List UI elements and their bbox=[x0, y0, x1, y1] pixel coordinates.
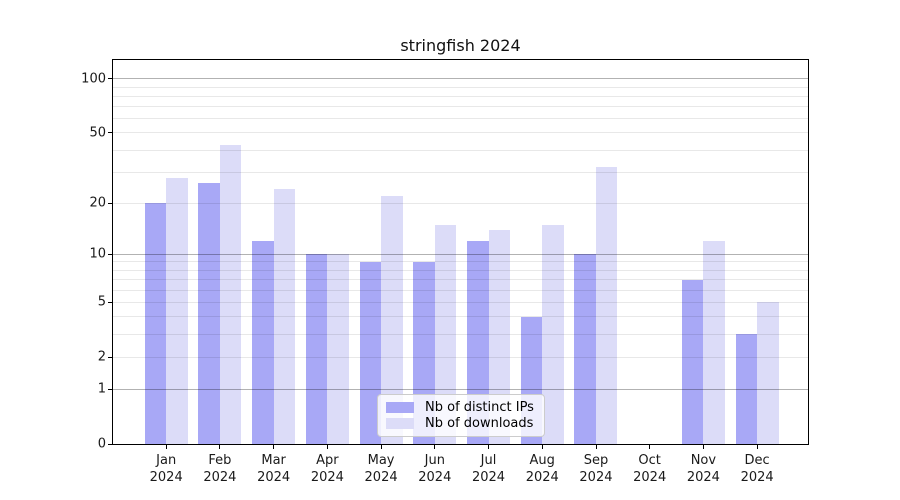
gridline-minor-20 bbox=[113, 202, 808, 204]
bar-nb-of-distinct-ips-sep-2024 bbox=[574, 254, 596, 444]
x-tick-label-may-2024: May 2024 bbox=[364, 453, 398, 485]
x-tick-mark-jan-2024 bbox=[165, 445, 167, 449]
x-tick-label-jan-2024: Jan 2024 bbox=[149, 453, 183, 485]
gridline-minor-50 bbox=[113, 132, 808, 134]
gridline-minor-3 bbox=[113, 333, 808, 335]
x-tick-label-nov-2024: Nov 2024 bbox=[686, 453, 720, 485]
x-tick-mark-feb-2024 bbox=[219, 445, 221, 449]
bar-nb-of-distinct-ips-apr-2024 bbox=[305, 254, 328, 444]
bar-nb-of-downloads-jun-2024 bbox=[434, 224, 457, 444]
y-tick-mark-100 bbox=[108, 78, 113, 80]
y-tick-mark-2 bbox=[108, 356, 113, 358]
y-tick-label-1: 1 bbox=[97, 381, 106, 397]
plot-area bbox=[112, 59, 809, 445]
bar-nb-of-distinct-ips-mar-2024 bbox=[252, 241, 274, 444]
bar-nb-of-downloads-dec-2024 bbox=[757, 302, 779, 444]
y-tick-label-10: 10 bbox=[89, 246, 106, 262]
y-tick-label-2: 2 bbox=[97, 349, 106, 365]
y-tick-mark-10 bbox=[108, 253, 113, 255]
chart-title: stringfish 2024 bbox=[400, 36, 521, 55]
legend-swatch-downloads bbox=[386, 418, 414, 429]
x-tick-mark-nov-2024 bbox=[702, 445, 704, 449]
bar-nb-of-distinct-ips-dec-2024 bbox=[735, 334, 758, 444]
bar-nb-of-downloads-may-2024 bbox=[381, 195, 403, 444]
gridline-major-1 bbox=[113, 388, 808, 390]
gridline-minor-80 bbox=[113, 95, 808, 97]
bar-nb-of-downloads-mar-2024 bbox=[273, 189, 296, 444]
gridline-minor-6 bbox=[113, 289, 808, 291]
bar-nb-of-downloads-sep-2024 bbox=[595, 167, 618, 444]
y-tick-mark-5 bbox=[108, 301, 113, 303]
x-tick-mark-aug-2024 bbox=[541, 445, 543, 449]
bar-nb-of-downloads-nov-2024 bbox=[703, 241, 725, 444]
x-tick-label-dec-2024: Dec 2024 bbox=[740, 453, 774, 485]
x-tick-mark-may-2024 bbox=[380, 445, 382, 449]
gridline-minor-30 bbox=[113, 171, 808, 173]
bar-nb-of-distinct-ips-may-2024 bbox=[359, 261, 382, 444]
x-tick-label-feb-2024: Feb 2024 bbox=[203, 453, 237, 485]
legend: Nb of distinct IPs Nb of downloads bbox=[377, 394, 545, 437]
y-tick-label-100: 100 bbox=[81, 71, 106, 87]
y-tick-mark-20 bbox=[108, 202, 113, 204]
x-tick-label-apr-2024: Apr 2024 bbox=[310, 453, 344, 485]
gridline-minor-8 bbox=[113, 269, 808, 271]
y-tick-mark-0 bbox=[108, 443, 113, 445]
bar-nb-of-distinct-ips-jan-2024 bbox=[144, 203, 167, 444]
x-tick-mark-sep-2024 bbox=[595, 445, 597, 449]
x-tick-label-sep-2024: Sep 2024 bbox=[579, 453, 613, 485]
x-tick-label-mar-2024: Mar 2024 bbox=[257, 453, 291, 485]
gridline-minor-60 bbox=[113, 118, 808, 120]
bar-nb-of-distinct-ips-nov-2024 bbox=[681, 279, 704, 444]
bar-nb-of-downloads-jul-2024 bbox=[488, 229, 511, 444]
x-tick-label-jun-2024: Jun 2024 bbox=[418, 453, 452, 485]
gridline-minor-2 bbox=[113, 356, 808, 358]
x-tick-mark-jun-2024 bbox=[434, 445, 436, 449]
gridline-major-10 bbox=[113, 253, 808, 255]
y-tick-label-5: 5 bbox=[97, 294, 106, 310]
y-tick-label-50: 50 bbox=[89, 125, 106, 141]
legend-swatch-distinct-ips bbox=[386, 402, 414, 413]
y-tick-label-0: 0 bbox=[97, 436, 106, 452]
legend-label-distinct-ips: Nb of distinct IPs bbox=[425, 400, 534, 415]
x-tick-mark-apr-2024 bbox=[326, 445, 328, 449]
gridline-minor-40 bbox=[113, 149, 808, 151]
y-tick-mark-50 bbox=[108, 132, 113, 134]
x-tick-label-oct-2024: Oct 2024 bbox=[633, 453, 667, 485]
gridline-minor-4 bbox=[113, 316, 808, 318]
gridline-minor-5 bbox=[113, 301, 808, 303]
gridline-minor-7 bbox=[113, 279, 808, 280]
legend-label-downloads: Nb of downloads bbox=[425, 416, 534, 431]
bar-nb-of-downloads-apr-2024 bbox=[327, 254, 349, 444]
bar-nb-of-downloads-feb-2024 bbox=[219, 144, 242, 444]
x-tick-label-jul-2024: Jul 2024 bbox=[471, 453, 506, 485]
gridline-minor-90 bbox=[113, 86, 808, 88]
gridline-major-100 bbox=[113, 78, 808, 80]
gridline-minor-9 bbox=[113, 261, 808, 263]
x-tick-mark-dec-2024 bbox=[756, 445, 758, 449]
bar-nb-of-downloads-jan-2024 bbox=[166, 177, 188, 444]
x-tick-mark-oct-2024 bbox=[649, 445, 651, 449]
legend-item-downloads: Nb of downloads bbox=[386, 416, 535, 431]
y-tick-mark-1 bbox=[108, 388, 113, 390]
x-tick-mark-mar-2024 bbox=[273, 445, 275, 449]
gridline-minor-70 bbox=[113, 106, 808, 108]
legend-item-distinct-ips: Nb of distinct IPs bbox=[386, 400, 535, 415]
y-tick-label-20: 20 bbox=[89, 195, 106, 211]
x-tick-label-aug-2024: Aug 2024 bbox=[525, 453, 559, 485]
bar-nb-of-distinct-ips-feb-2024 bbox=[198, 183, 220, 444]
bar-nb-of-distinct-ips-jul-2024 bbox=[467, 241, 489, 444]
x-tick-mark-jul-2024 bbox=[488, 445, 489, 449]
bar-nb-of-downloads-aug-2024 bbox=[542, 224, 564, 444]
